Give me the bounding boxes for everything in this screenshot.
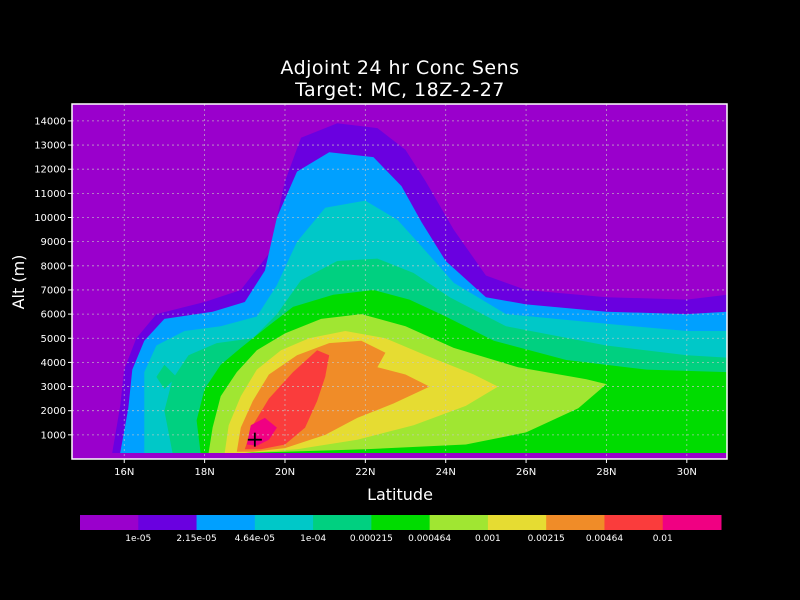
colorbar-swatch (662, 515, 722, 530)
colorbar-label: 4.64e-05 (235, 534, 275, 544)
colorbar-swatch (254, 515, 314, 530)
y-tick-label: 3000 (41, 382, 66, 393)
colorbar-label: 2.15e-05 (176, 534, 216, 544)
contour-fills (112, 123, 727, 454)
y-tick-label: 4000 (41, 358, 66, 369)
x-tick-label: 22N (355, 467, 375, 478)
colorbar-swatch (138, 515, 198, 530)
y-axis-ticks: 1000 2000 3000 4000 5000 6000 7000 8000 9000 1000… (34, 116, 72, 441)
y-tick-label: 1000 (41, 430, 66, 441)
x-axis-label: Latitude (367, 485, 433, 504)
x-tick-label: 16N (114, 467, 134, 478)
colorbar-label: 0.00215 (528, 534, 565, 544)
chart-subtitle: Target: MC, 18Z-2-27 (294, 79, 505, 101)
colorbar-label: 1e-04 (300, 534, 326, 544)
colorbar-swatch (487, 515, 547, 530)
y-tick-label: 10000 (34, 213, 66, 224)
y-tick-label: 11000 (34, 189, 66, 200)
colorbar-swatch (546, 515, 605, 530)
x-tick-label: 30N (677, 467, 697, 478)
y-tick-label: 12000 (34, 165, 66, 176)
y-tick-label: 7000 (41, 285, 66, 296)
colorbar-label: 0.01 (653, 534, 673, 544)
colorbar-swatch (604, 515, 664, 530)
x-tick-label: 24N (436, 467, 456, 478)
y-tick-label: 5000 (41, 334, 66, 345)
y-tick-label: 14000 (34, 116, 66, 127)
y-tick-label: 2000 (41, 406, 66, 417)
x-tick-label: 28N (596, 467, 616, 478)
colorbar-label: 0.000464 (408, 534, 451, 544)
colorbar-swatch (429, 515, 489, 530)
y-tick-label: 6000 (41, 310, 66, 321)
y-tick-label: 8000 (41, 261, 66, 272)
target-marker (247, 432, 262, 447)
x-tick-label: 18N (194, 467, 214, 478)
y-tick-label: 13000 (34, 141, 66, 152)
x-axis-ticks: 16N 18N 20N 22N 24N 26N 28N 30N (114, 459, 697, 478)
colorbar: 1e-05 2.15e-05 4.64e-05 1e-04 0.000215 0.0004… (80, 515, 722, 544)
grid-lines (72, 104, 727, 459)
x-tick-label: 20N (275, 467, 295, 478)
colorbar-label: 0.000215 (350, 534, 393, 544)
chart-title: Adjoint 24 hr Conc Sens (280, 57, 519, 79)
colorbar-swatch (80, 515, 139, 530)
y-tick-label: 9000 (41, 237, 66, 248)
colorbar-label: 1e-05 (125, 534, 151, 544)
y-axis-label: Alt (m) (9, 255, 28, 310)
x-tick-label: 26N (516, 467, 536, 478)
plot-frame (71, 103, 728, 460)
colorbar-label: 0.00464 (586, 534, 623, 544)
colorbar-swatch (313, 515, 372, 530)
colorbar-label: 0.001 (475, 534, 501, 544)
contour-island-1 (156, 364, 177, 389)
colorbar-swatch (371, 515, 431, 530)
colorbar-swatch (196, 515, 256, 530)
